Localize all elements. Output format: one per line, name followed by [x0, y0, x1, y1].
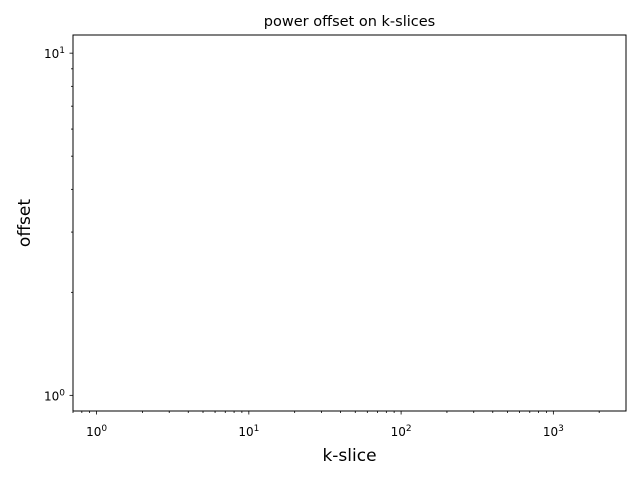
x-tick-label: 102: [391, 424, 412, 439]
y-axis-label: offset: [15, 199, 35, 247]
plot-area-frame: [72, 34, 627, 412]
y-tick-label: 100: [44, 388, 65, 403]
x-tick-label: 101: [238, 424, 259, 439]
x-tick-label: 103: [543, 424, 564, 439]
minor-ticks: [71, 68, 600, 413]
tick-labels: 100 101 102 103 100 101: [44, 46, 564, 439]
x-tick-label: 100: [86, 424, 107, 439]
y-tick-label: 101: [44, 46, 65, 61]
chart-title: power offset on k-slices: [264, 14, 435, 30]
major-ticks: [69, 52, 554, 415]
x-axis-label: k-slice: [322, 446, 376, 466]
